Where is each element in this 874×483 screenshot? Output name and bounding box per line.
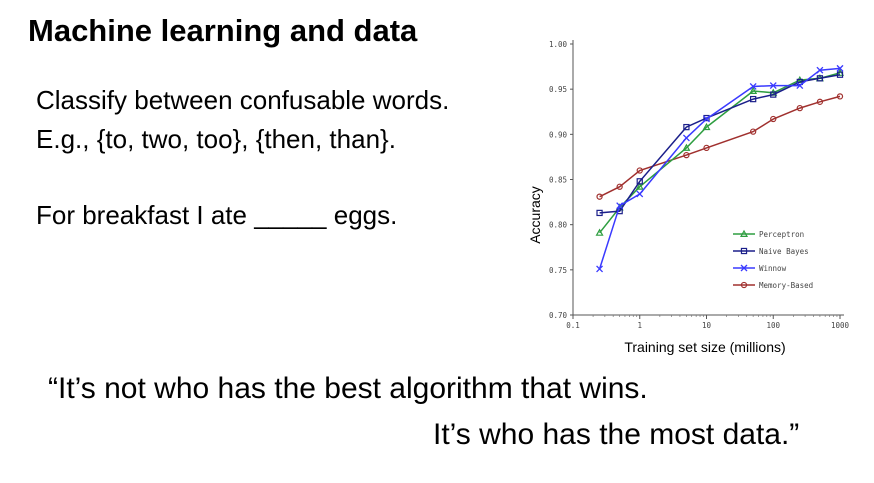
data-point-stroke bbox=[796, 82, 804, 90]
quote-line-2: It’s who has the most data.” bbox=[433, 418, 800, 451]
y-tick-label: 0.70 bbox=[549, 311, 568, 320]
legend: Perceptron Naive Bayes Winnow Memory-Based bbox=[733, 229, 813, 290]
data-point bbox=[769, 82, 777, 90]
data-point bbox=[750, 128, 757, 135]
y-axis-label: Accuracy bbox=[527, 186, 543, 244]
legend-label: Perceptron bbox=[759, 230, 804, 239]
data-point bbox=[770, 115, 777, 123]
data-point bbox=[596, 193, 603, 200]
y-tick-label: 0.80 bbox=[549, 221, 568, 230]
data-point bbox=[703, 115, 710, 123]
series-line bbox=[599, 72, 841, 234]
data-point bbox=[683, 123, 690, 131]
series-perceptron bbox=[595, 68, 845, 236]
data-point bbox=[749, 82, 757, 90]
data-point bbox=[703, 144, 710, 152]
legend-item: Winnow bbox=[733, 264, 787, 273]
data-point-stroke bbox=[816, 66, 824, 74]
y-axis: 0.70 0.75 0.80 0.85 0.90 0.95 1.00 bbox=[549, 40, 574, 320]
data-point bbox=[796, 104, 803, 112]
data-point bbox=[595, 228, 604, 236]
data-point bbox=[740, 247, 748, 255]
data-point bbox=[739, 229, 749, 237]
series-memory-based bbox=[596, 93, 844, 200]
data-point bbox=[836, 71, 844, 78]
data-point bbox=[636, 178, 643, 185]
example-sentence: For breakfast I ate _____ eggs. bbox=[36, 200, 398, 230]
data-point bbox=[616, 202, 624, 210]
data-point bbox=[770, 91, 777, 98]
legend-label: Naive Bayes bbox=[759, 247, 809, 256]
data-point-stroke bbox=[769, 82, 777, 90]
slide-title: Machine learning and data bbox=[28, 13, 418, 48]
data-point bbox=[636, 190, 644, 198]
series-line bbox=[599, 73, 841, 214]
series-winnow bbox=[596, 64, 844, 273]
series-line bbox=[599, 95, 841, 198]
y-tick-label: 0.90 bbox=[549, 130, 568, 139]
legend-label: Winnow bbox=[759, 264, 787, 273]
accuracy-chart: 0.70 0.75 0.80 0.85 0.90 0.95 1.00 0.1 1 10 100 10… bbox=[527, 40, 850, 355]
data-point bbox=[750, 95, 757, 103]
series-line bbox=[598, 67, 841, 270]
data-point bbox=[740, 281, 748, 289]
data-point-stroke bbox=[749, 82, 757, 90]
task-description: Classify between confusable words. bbox=[36, 85, 450, 115]
x-tick-label: 100 bbox=[766, 321, 780, 330]
x-tick-label: 0.1 bbox=[566, 321, 580, 330]
data-point bbox=[616, 183, 623, 190]
quote-line-1: “It’s not who has the best algorithm tha… bbox=[48, 372, 648, 405]
data-point-stroke bbox=[703, 115, 710, 123]
x-tick-label: 10 bbox=[702, 321, 712, 330]
data-point bbox=[616, 207, 623, 215]
example-word-sets: E.g., {to, two, too}, {then, than}. bbox=[36, 124, 396, 154]
legend-item: Naive Bayes bbox=[733, 247, 809, 256]
x-tick-label: 1000 bbox=[831, 321, 850, 330]
x-axis: 0.1 1 10 100 1000 bbox=[566, 314, 850, 330]
data-point bbox=[816, 75, 824, 82]
x-axis-label: Training set size (millions) bbox=[624, 339, 785, 355]
data-point bbox=[796, 82, 804, 90]
data-point bbox=[836, 64, 844, 72]
x-tick-label: 1 bbox=[637, 321, 642, 330]
data-point bbox=[749, 86, 758, 94]
legend-item: Perceptron bbox=[733, 229, 804, 239]
y-tick-label: 0.95 bbox=[549, 85, 567, 94]
data-point-stroke bbox=[616, 202, 624, 210]
data-point bbox=[816, 66, 824, 74]
data-point bbox=[596, 265, 604, 273]
data-point bbox=[683, 151, 690, 159]
legend-label: Memory-Based bbox=[759, 281, 813, 290]
series-layer bbox=[595, 64, 845, 273]
data-point bbox=[836, 93, 844, 100]
data-point-stroke bbox=[682, 134, 690, 142]
data-point bbox=[682, 134, 690, 142]
y-tick-label: 0.85 bbox=[549, 176, 567, 185]
data-point-stroke bbox=[596, 265, 604, 273]
data-point bbox=[596, 209, 603, 217]
data-point bbox=[816, 98, 824, 105]
y-tick-label: 0.75 bbox=[549, 266, 567, 275]
y-tick-label: 1.00 bbox=[549, 40, 568, 49]
data-point bbox=[636, 167, 643, 174]
data-point bbox=[702, 122, 711, 131]
data-point-stroke bbox=[836, 64, 844, 72]
data-point bbox=[682, 143, 691, 151]
data-point bbox=[796, 78, 803, 86]
series-naive-bayes bbox=[596, 71, 844, 217]
data-point bbox=[635, 182, 644, 190]
legend-item: Memory-Based bbox=[733, 281, 813, 290]
data-point-stroke bbox=[636, 190, 644, 198]
data-point-stroke bbox=[740, 264, 748, 272]
data-point bbox=[740, 264, 748, 272]
